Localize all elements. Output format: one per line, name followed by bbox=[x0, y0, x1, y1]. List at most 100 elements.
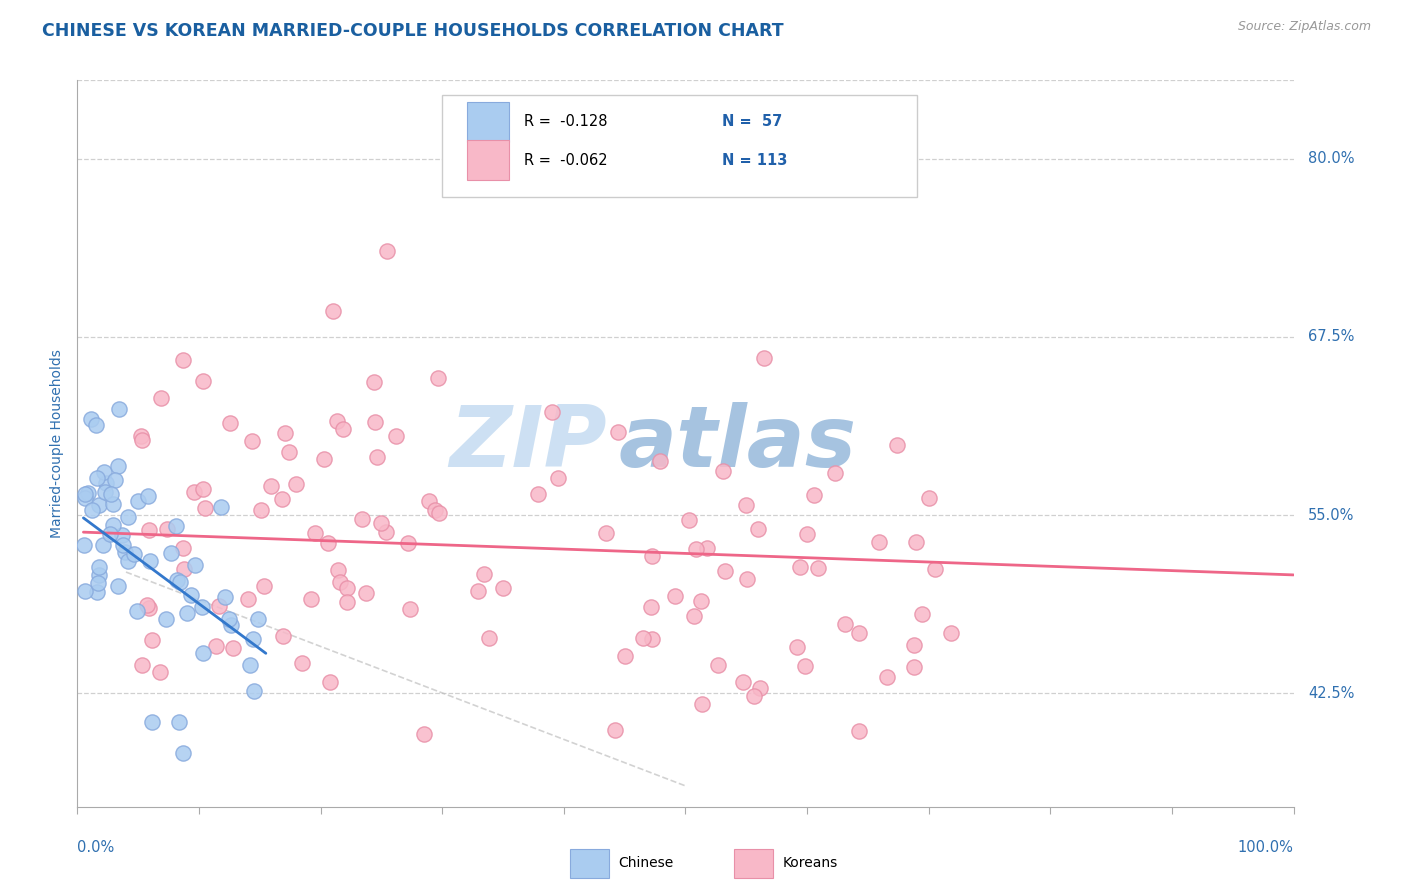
Point bbox=[678, 513, 700, 527]
Point bbox=[191, 646, 214, 660]
Point bbox=[614, 648, 637, 663]
Point bbox=[184, 558, 207, 573]
Point bbox=[467, 583, 489, 598]
Point bbox=[886, 438, 908, 452]
Point bbox=[742, 690, 765, 704]
Point bbox=[86, 417, 108, 432]
Point bbox=[322, 304, 344, 318]
Point bbox=[166, 573, 188, 587]
Point bbox=[183, 485, 205, 500]
Text: CHINESE VS KOREAN MARRIED-COUPLE HOUSEHOLDS CORRELATION CHART: CHINESE VS KOREAN MARRIED-COUPLE HOUSEHO… bbox=[42, 22, 783, 40]
Point bbox=[332, 422, 354, 436]
FancyBboxPatch shape bbox=[441, 95, 917, 196]
Point bbox=[364, 415, 387, 429]
Point bbox=[214, 590, 236, 604]
Point bbox=[834, 617, 856, 632]
Point bbox=[735, 572, 758, 586]
Point bbox=[111, 538, 134, 552]
Point bbox=[696, 541, 718, 556]
Point bbox=[96, 476, 118, 491]
Point bbox=[924, 561, 946, 575]
Point bbox=[304, 525, 326, 540]
Point bbox=[547, 470, 569, 484]
Point bbox=[82, 503, 104, 517]
Point bbox=[191, 599, 214, 614]
Bar bbox=[467, 102, 509, 142]
Point bbox=[385, 428, 408, 442]
Point bbox=[86, 584, 108, 599]
Point bbox=[117, 509, 139, 524]
Point bbox=[243, 684, 266, 698]
Point bbox=[125, 604, 148, 618]
Point bbox=[754, 351, 776, 366]
Point bbox=[101, 498, 124, 512]
Text: 80.0%: 80.0% bbox=[1308, 151, 1354, 166]
Point bbox=[478, 631, 501, 645]
Point bbox=[141, 632, 163, 647]
Point bbox=[848, 723, 870, 738]
Text: atlas: atlas bbox=[619, 402, 856, 485]
Point bbox=[903, 660, 925, 674]
Point bbox=[93, 465, 115, 479]
Point bbox=[138, 523, 160, 537]
Text: N =  57: N = 57 bbox=[721, 114, 782, 129]
Point bbox=[129, 429, 152, 443]
Point bbox=[682, 609, 704, 624]
Point bbox=[789, 560, 811, 574]
Point bbox=[631, 631, 654, 645]
Point bbox=[138, 601, 160, 615]
Point bbox=[111, 528, 134, 542]
Point bbox=[114, 545, 136, 559]
Point bbox=[375, 525, 398, 540]
Point bbox=[246, 612, 269, 626]
Point bbox=[318, 675, 340, 690]
Point bbox=[274, 425, 297, 440]
Bar bbox=[467, 140, 509, 180]
Point bbox=[122, 547, 145, 561]
Point bbox=[868, 535, 890, 549]
Point bbox=[595, 526, 617, 541]
Point bbox=[87, 576, 110, 591]
Point bbox=[250, 502, 273, 516]
Point bbox=[824, 466, 846, 480]
Text: N = 113: N = 113 bbox=[721, 153, 787, 168]
Point bbox=[219, 618, 242, 632]
Point bbox=[910, 607, 932, 622]
Point bbox=[685, 541, 707, 556]
Point bbox=[107, 459, 129, 474]
Point bbox=[939, 626, 962, 640]
Point bbox=[299, 591, 322, 606]
Point bbox=[94, 485, 117, 500]
Point bbox=[107, 401, 129, 416]
Point bbox=[905, 535, 928, 549]
Point bbox=[786, 640, 808, 655]
Point bbox=[314, 451, 336, 466]
Point bbox=[418, 494, 440, 508]
Point bbox=[396, 536, 419, 550]
Point bbox=[149, 665, 172, 679]
Point bbox=[89, 559, 111, 574]
Text: R =  -0.062: R = -0.062 bbox=[523, 153, 607, 168]
Point bbox=[803, 488, 825, 502]
Point bbox=[208, 599, 231, 614]
Point bbox=[277, 444, 299, 458]
Point bbox=[707, 658, 730, 673]
Point bbox=[370, 516, 392, 530]
Text: Chinese: Chinese bbox=[619, 856, 673, 871]
Point bbox=[350, 512, 373, 526]
Point bbox=[136, 489, 159, 503]
Text: R =  -0.128: R = -0.128 bbox=[523, 114, 607, 129]
Point bbox=[336, 595, 359, 609]
Point bbox=[253, 579, 276, 593]
Point bbox=[603, 723, 626, 737]
Text: ZIP: ZIP bbox=[449, 402, 606, 485]
Point bbox=[79, 412, 101, 426]
Point bbox=[141, 714, 163, 729]
Point bbox=[747, 522, 769, 536]
Point bbox=[155, 612, 177, 626]
Point bbox=[329, 575, 352, 590]
Point bbox=[159, 546, 181, 560]
Point bbox=[607, 425, 630, 440]
Point bbox=[731, 674, 754, 689]
Point bbox=[291, 656, 314, 670]
